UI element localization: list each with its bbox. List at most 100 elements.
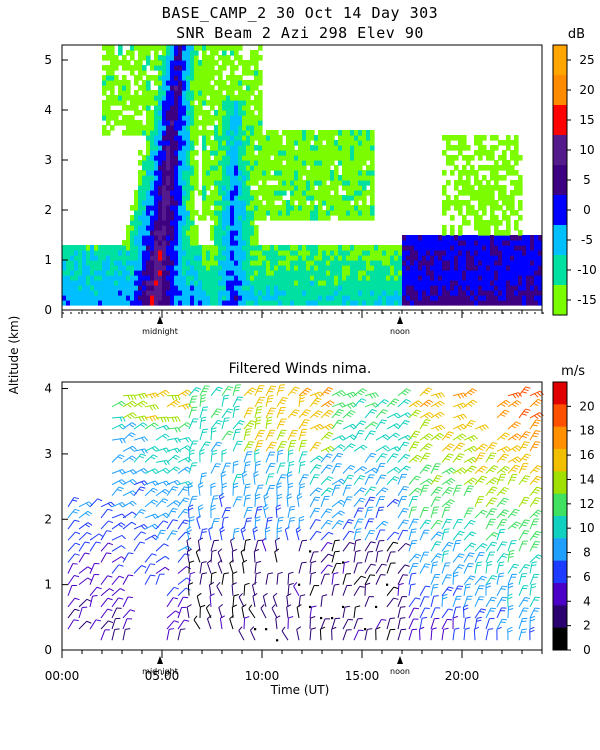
snr-cell: [354, 135, 359, 141]
snr-cell: [94, 275, 99, 281]
wind-barb-flag: [155, 404, 159, 410]
wind-barb: [122, 596, 133, 608]
wind-barb-staff: [253, 473, 256, 485]
wind-barb-flag: [247, 443, 253, 446]
snr-cell: [510, 240, 515, 246]
snr-cell: [290, 205, 295, 211]
snr-cell: [218, 250, 223, 256]
snr-cell: [150, 190, 155, 196]
snr-cell: [182, 250, 187, 256]
snr-cell: [346, 195, 351, 201]
wind-barb-flag: [173, 468, 178, 472]
wind-barb-flag: [98, 533, 104, 538]
snr-cell: [254, 80, 259, 86]
wind-barb: [67, 519, 80, 530]
snr-cell: [254, 245, 259, 251]
snr-cell: [130, 245, 135, 251]
snr-cell: [490, 260, 495, 266]
snr-cell: [358, 155, 363, 161]
snr-cell: [190, 250, 195, 256]
snr-cell: [166, 215, 171, 221]
snr-cell: [338, 135, 343, 141]
snr-cell: [62, 260, 67, 266]
snr-cell: [178, 240, 183, 246]
wind-barb-staff: [67, 563, 74, 574]
snr-cell: [354, 205, 359, 211]
wind-barb-staff: [144, 513, 156, 519]
snr-cell: [498, 290, 503, 296]
wind-barb-staff: [133, 541, 141, 552]
snr-cell: [174, 125, 179, 131]
snr-cell: [162, 120, 167, 126]
snr-cell: [346, 245, 351, 251]
snr-cell: [322, 130, 327, 136]
wind-barb-staff: [188, 573, 191, 585]
snr-cell: [478, 220, 483, 226]
wind-barb-flag: [256, 411, 262, 414]
snr-cell: [410, 250, 415, 256]
snr-cell: [370, 170, 375, 176]
snr-cell: [346, 260, 351, 266]
snr-cell: [130, 275, 135, 281]
wind-barb: [232, 482, 239, 496]
snr-cell: [82, 295, 87, 301]
wind-barb-staff: [210, 551, 213, 563]
snr-cell: [442, 230, 447, 236]
snr-cell: [186, 130, 191, 136]
snr-cell: [366, 300, 371, 306]
snr-cell: [258, 265, 263, 271]
snr-cell: [526, 240, 531, 246]
snr-cell: [322, 175, 327, 181]
wind-barb: [100, 508, 113, 519]
wind-barb-staff: [111, 588, 121, 597]
snr-cell: [538, 255, 542, 261]
wind-barb-flag: [211, 571, 217, 575]
snr-cell: [230, 275, 235, 281]
snr-cell: [282, 270, 287, 276]
snr-cell: [462, 300, 467, 306]
snr-noon-label: noon: [390, 327, 410, 336]
wind-barb: [254, 506, 263, 519]
snr-cell: [206, 135, 211, 141]
snr-cell: [310, 200, 315, 206]
snr-cell: [206, 270, 211, 276]
wind-barb: [133, 415, 148, 422]
wind-barb-flag: [119, 417, 123, 422]
snr-cell: [290, 275, 295, 281]
wind-barb: [166, 479, 181, 486]
snr-cell: [366, 265, 371, 271]
wind-barb: [67, 497, 79, 508]
snr-cell: [318, 140, 323, 146]
snr-cell: [510, 180, 515, 186]
snr-cell: [218, 65, 223, 71]
wind-barb-flag: [207, 615, 212, 620]
snr-cell: [162, 155, 167, 161]
snr-cell: [238, 245, 243, 251]
snr-cell: [162, 55, 167, 61]
snr-cell: [178, 250, 183, 256]
snr-cell: [246, 105, 251, 111]
snr-cell: [434, 235, 439, 241]
snr-cell: [426, 265, 431, 271]
wind-barb: [254, 484, 264, 496]
snr-cell: [290, 175, 295, 181]
wind-barb-staff: [199, 473, 203, 485]
snr-cell: [174, 235, 179, 241]
snr-cell: [242, 230, 247, 236]
wind-barb-staff: [111, 479, 123, 486]
snr-cell: [122, 280, 127, 286]
snr-cell: [362, 195, 367, 201]
snr-cell: [426, 260, 431, 266]
snr-cell: [182, 300, 187, 306]
snr-cell: [122, 100, 127, 106]
wind-barb-flag: [200, 604, 206, 608]
snr-cell: [258, 245, 263, 251]
wind-barb-staff: [230, 540, 234, 552]
wind-barb-staff: [100, 530, 107, 541]
wind-barb-flag: [260, 604, 265, 609]
snr-cell: [326, 165, 331, 171]
wind-barb-flag: [187, 529, 193, 533]
snr-cell: [186, 145, 191, 151]
snr-cell: [538, 260, 542, 266]
